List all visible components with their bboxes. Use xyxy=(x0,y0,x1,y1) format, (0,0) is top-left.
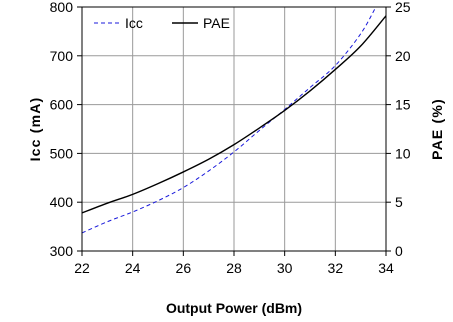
x-tick-label: 30 xyxy=(277,260,293,276)
y-left-tick-label: 800 xyxy=(50,0,74,15)
x-tick-label: 34 xyxy=(378,260,394,276)
y-left-tick-label: 400 xyxy=(50,194,74,210)
x-tick-label: 24 xyxy=(125,260,141,276)
y-right-tick-label: 10 xyxy=(395,145,411,161)
series-line-icc xyxy=(81,6,377,234)
x-tick-label: 26 xyxy=(176,260,192,276)
x-tick-label: 22 xyxy=(74,260,90,276)
legend: Icc PAE xyxy=(94,15,230,31)
x-tick-label: 32 xyxy=(328,260,344,276)
y-right-tick-label: 25 xyxy=(395,0,411,15)
ticks-layer: 22 24 26 28 30 32 34 300 400 500 600 700 800 0 5 10 15 20… xyxy=(50,0,411,276)
x-tick-label: 28 xyxy=(226,260,242,276)
y-right-tick-label: 5 xyxy=(395,194,403,210)
y-left-tick-label: 300 xyxy=(50,243,74,259)
y-left-tick-label: 500 xyxy=(50,145,74,161)
y-left-axis-title: Icc (mA) xyxy=(27,97,43,162)
y-right-tick-label: 0 xyxy=(395,243,403,259)
grid xyxy=(82,7,386,251)
series-line-pae xyxy=(81,15,387,214)
legend-label-icc: Icc xyxy=(125,15,143,31)
y-right-tick-label: 20 xyxy=(395,48,411,64)
y-left-tick-label: 600 xyxy=(50,97,74,113)
series-layer xyxy=(81,6,387,234)
y-left-tick-label: 700 xyxy=(50,48,74,64)
y-right-tick-label: 15 xyxy=(395,97,411,113)
legend-label-pae: PAE xyxy=(203,15,230,31)
x-axis-title: Output Power (dBm) xyxy=(166,300,302,316)
y-right-axis-title: PAE (%) xyxy=(429,98,445,160)
